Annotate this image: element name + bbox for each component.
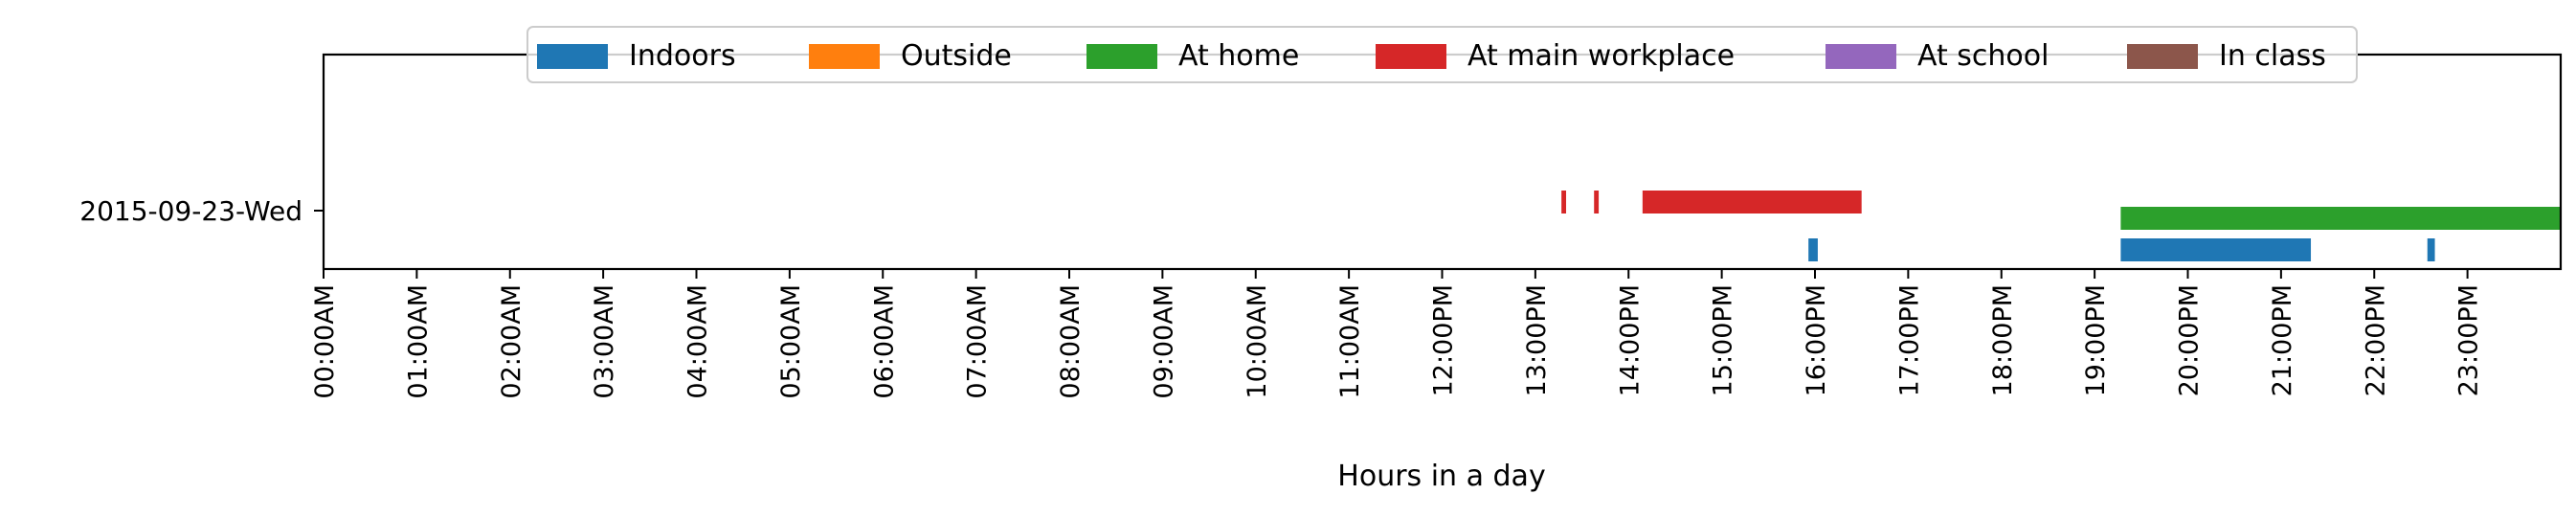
x-tick-label: 01:00AM	[403, 284, 433, 399]
x-tick-label: 03:00AM	[590, 284, 619, 399]
x-tick-label: 10:00AM	[1243, 284, 1272, 399]
x-tick-label: 18:00PM	[1988, 284, 2018, 396]
legend-items: Indoors Outside At home At main workplace At…	[537, 39, 2326, 73]
x-tick-label: 00:00AM	[310, 284, 340, 399]
bar-at-main-workplace	[1642, 191, 1862, 214]
legend-swatch-outside	[809, 44, 880, 69]
legend-label-indoors: Indoors	[629, 39, 736, 73]
x-tick-label: 05:00AM	[776, 284, 806, 399]
legend-label-outside: Outside	[901, 39, 1012, 73]
bar-at-main-workplace	[1561, 191, 1567, 214]
bar-indoors	[2120, 238, 2312, 261]
x-tick-label: 11:00AM	[1335, 284, 1365, 399]
x-axis-label: Hours in a day	[1337, 460, 1545, 493]
x-tick-label: 14:00PM	[1615, 284, 1645, 396]
y-tick-label: 2015-09-23-Wed	[79, 195, 302, 227]
x-tick-label: 20:00PM	[2175, 284, 2205, 396]
legend-label-at-main-workplace: At main workplace	[1467, 39, 1735, 73]
x-tick-label: 13:00PM	[1522, 284, 1552, 396]
x-tick-label: 19:00PM	[2081, 284, 2111, 396]
legend: Indoors Outside At home At main workplace At…	[526, 26, 2358, 83]
axes-frame	[322, 53, 2563, 271]
x-tick-label: 06:00AM	[869, 284, 899, 399]
bars-layer	[1561, 191, 2561, 261]
bar-indoors	[1808, 238, 1818, 261]
x-tick-label: 12:00PM	[1429, 284, 1459, 396]
legend-swatch-at-home	[1086, 44, 1157, 69]
x-tick-label: 17:00PM	[1894, 284, 1924, 396]
x-tick-label: 07:00AM	[963, 284, 993, 399]
legend-swatch-at-school	[1826, 44, 1896, 69]
y-ticks: 2015-09-23-Wed	[79, 195, 324, 227]
legend-swatch-at-main-workplace	[1376, 44, 1446, 69]
bar-at-home	[2120, 207, 2561, 230]
legend-label-in-class: In class	[2219, 39, 2326, 73]
x-tick-label: 09:00AM	[1149, 284, 1178, 399]
x-tick-label: 21:00PM	[2268, 284, 2297, 396]
x-tick-label: 04:00AM	[683, 284, 713, 399]
x-tick-label: 23:00PM	[2454, 284, 2484, 396]
x-tick-label: 15:00PM	[1709, 284, 1738, 396]
bar-indoors	[2427, 238, 2435, 261]
x-tick-label: 22:00PM	[2361, 284, 2390, 396]
x-tick-label: 02:00AM	[497, 284, 526, 399]
x-tick-label: 08:00AM	[1056, 284, 1086, 399]
x-ticks: 00:00AM 01:00AM 02:00AM 03:00AM 04:00AM 05:00…	[310, 269, 2484, 399]
x-tick-label: 16:00PM	[1802, 284, 1831, 396]
legend-label-at-school: At school	[1917, 39, 2049, 73]
legend-swatch-indoors	[537, 44, 608, 69]
legend-swatch-in-class	[2127, 44, 2198, 69]
bar-at-main-workplace	[1594, 191, 1600, 214]
legend-label-at-home: At home	[1178, 39, 1299, 73]
